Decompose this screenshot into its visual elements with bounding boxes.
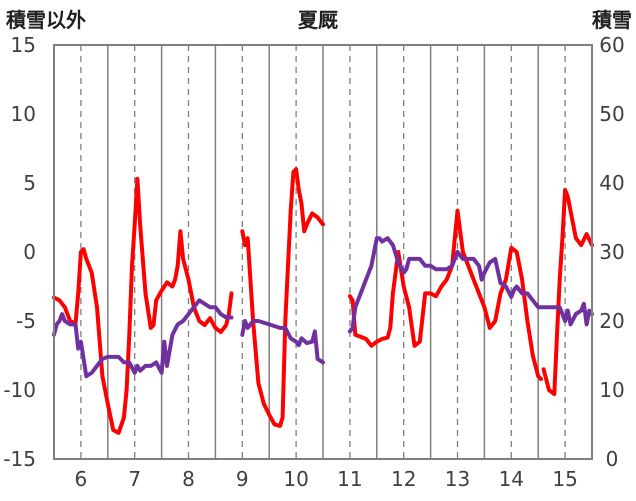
- series-2-line: [52, 298, 234, 379]
- y-left-tick-label: 0: [23, 240, 36, 264]
- x-tick-label: 7: [128, 467, 141, 491]
- plot-frame: [53, 44, 593, 460]
- x-tick-label: 11: [337, 467, 362, 491]
- y-right-tick-label: 10: [599, 378, 624, 402]
- x-tick-label: 8: [182, 467, 195, 491]
- series-2-line: [347, 236, 594, 334]
- y-left-tick-label: -10: [3, 378, 36, 402]
- x-tick-label: 13: [445, 467, 470, 491]
- y-right-tick-label: 50: [599, 102, 624, 126]
- series-1-line: [541, 187, 594, 397]
- x-tick-label: 9: [236, 467, 249, 491]
- right-axis-label: 積雪: [592, 8, 632, 32]
- y-right-tick-label: 60: [599, 33, 624, 57]
- x-tick-label: 14: [499, 467, 524, 491]
- y-right-tick-label: 20: [599, 309, 624, 333]
- tick-layer: -15 -10 -5 0 5 10 15 0 10 20 30 40 50 60 6 7 8 9 10 11 12 13 1…: [3, 33, 624, 491]
- y-left-tick-label: -15: [3, 447, 36, 471]
- y-right-tick-label: 0: [606, 447, 619, 471]
- y-left-tick-label: 5: [23, 171, 36, 195]
- grid-layer: [80, 45, 566, 459]
- x-tick-label: 6: [75, 467, 88, 491]
- left-axis-label: 積雪以外: [6, 8, 86, 32]
- y-right-tick-label: 40: [599, 171, 624, 195]
- series-1-line: [52, 176, 234, 435]
- y-left-tick-label: 10: [11, 102, 36, 126]
- x-tick-label: 12: [391, 467, 416, 491]
- series-layer: [52, 167, 594, 435]
- y-right-tick-label: 30: [599, 240, 624, 264]
- y-left-tick-label: -5: [16, 309, 36, 333]
- y-left-tick-label: 15: [11, 33, 36, 57]
- chart-title: 夏厩: [298, 8, 338, 32]
- series-1-line: [347, 208, 543, 381]
- series-1-line: [240, 167, 325, 428]
- x-tick-label: 15: [552, 467, 577, 491]
- x-tick-label: 10: [283, 467, 308, 491]
- series-2-line: [240, 319, 325, 365]
